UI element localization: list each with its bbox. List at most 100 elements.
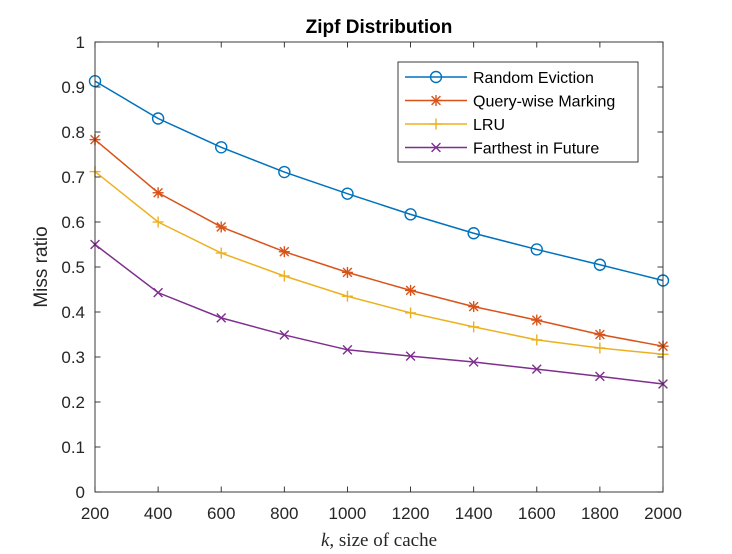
y-tick-label-8: 0.8 bbox=[61, 123, 85, 142]
point-farthest-in-future-1400-d2 bbox=[468, 357, 479, 367]
x-axis-label-variable: k bbox=[321, 530, 330, 551]
x-tick-label-800: 800 bbox=[270, 504, 298, 523]
point-farthest-in-future-1200-d2 bbox=[405, 351, 416, 361]
x-tick-label-200: 200 bbox=[81, 504, 109, 523]
point-random-eviction-1200-shape bbox=[404, 208, 417, 221]
point-lru-1600 bbox=[531, 334, 543, 346]
x-axis-label: k, size of cache bbox=[321, 530, 437, 551]
point-random-eviction-400 bbox=[151, 112, 165, 125]
point-query-wise-marking-400-d2 bbox=[153, 187, 164, 198]
legend-marker-farthest-in-future bbox=[431, 142, 441, 153]
x-tick-label-2000: 2000 bbox=[644, 504, 682, 523]
x-tick-label-1200: 1200 bbox=[392, 504, 430, 523]
point-query-wise-marking-1400 bbox=[468, 301, 480, 313]
ticks-layer: 200 400 600 800 1000 1200 1400 1600 1800 2000 0 0.1… bbox=[61, 33, 682, 523]
chart-title: Zipf Distribution bbox=[306, 17, 453, 38]
point-farthest-in-future-600 bbox=[216, 312, 227, 323]
legend-entry-farthest-in-future: Farthest in Future bbox=[405, 141, 599, 158]
point-lru-1800 bbox=[594, 342, 606, 354]
point-farthest-in-future-1800 bbox=[594, 371, 605, 382]
point-farthest-in-future-1600 bbox=[531, 364, 542, 375]
series-farthest-in-future bbox=[90, 239, 668, 389]
point-query-wise-marking-1200-d2 bbox=[405, 285, 416, 296]
point-farthest-in-future-1600-d2 bbox=[531, 364, 542, 375]
point-random-eviction-1600 bbox=[530, 243, 543, 256]
y-tick-label-3: 0.3 bbox=[61, 348, 85, 367]
point-query-wise-marking-1600-d2 bbox=[531, 315, 542, 325]
legend-marker-farthest-in-future-d2 bbox=[431, 142, 441, 153]
y-tick-label-9: 0.9 bbox=[61, 78, 85, 97]
legend-label-lru: LRU bbox=[473, 117, 505, 134]
point-query-wise-marking-800-d2 bbox=[279, 246, 290, 257]
point-query-wise-marking-1800 bbox=[594, 329, 606, 340]
point-lru-400 bbox=[152, 216, 164, 228]
y-tick-label-6: 0.6 bbox=[61, 213, 85, 232]
point-lru-1400 bbox=[468, 321, 480, 333]
point-random-eviction-400-shape bbox=[151, 112, 165, 125]
legend-marker-random-eviction-shape bbox=[429, 70, 443, 84]
point-query-wise-marking-600-d2 bbox=[216, 222, 227, 232]
y-tick-label-5: 0.5 bbox=[61, 258, 85, 277]
point-random-eviction-1600-shape bbox=[530, 243, 543, 256]
y-tick-label-4: 0.4 bbox=[61, 303, 85, 322]
series-random-eviction bbox=[88, 74, 670, 287]
x-tick-label-400: 400 bbox=[144, 504, 172, 523]
series-line-random-eviction bbox=[94, 80, 664, 282]
x-tick-label-600: 600 bbox=[207, 504, 235, 523]
series-line-farthest-in-future bbox=[94, 243, 664, 385]
point-query-wise-marking-1800-d2 bbox=[594, 329, 605, 340]
point-random-eviction-1000 bbox=[341, 187, 354, 200]
point-farthest-in-future-1200 bbox=[405, 351, 416, 361]
legend-marker-random-eviction bbox=[429, 70, 443, 84]
point-lru-600 bbox=[215, 247, 227, 259]
point-query-wise-marking-1200 bbox=[405, 284, 417, 296]
series-line-query-wise-marking bbox=[94, 139, 664, 347]
point-farthest-in-future-400 bbox=[153, 287, 164, 298]
point-random-eviction-600 bbox=[215, 141, 228, 154]
y-tick-label-10: 1 bbox=[76, 33, 85, 52]
point-lru-1000 bbox=[341, 290, 353, 302]
point-query-wise-marking-1400-d2 bbox=[468, 301, 479, 312]
series-line-lru bbox=[94, 171, 664, 356]
legend-marker-query-wise-marking bbox=[430, 95, 442, 106]
point-random-eviction-800-shape bbox=[278, 165, 291, 179]
point-farthest-in-future-800-d2 bbox=[279, 330, 290, 340]
point-farthest-in-future-1400 bbox=[468, 357, 479, 367]
point-random-eviction-1200 bbox=[404, 208, 417, 221]
y-tick-label-2: 0.2 bbox=[61, 393, 85, 412]
point-farthest-in-future-1800-d2 bbox=[594, 371, 605, 382]
legend: Random Eviction Query-wise Marking LRU Fart… bbox=[397, 61, 639, 163]
legend-entry-lru: LRU bbox=[405, 117, 505, 134]
legend-label-farthest-in-future: Farthest in Future bbox=[473, 141, 599, 158]
legend-label-random-eviction: Random Eviction bbox=[473, 70, 594, 87]
legend-marker-lru bbox=[430, 118, 442, 130]
legend-label-query-wise-marking: Query-wise Marking bbox=[473, 94, 615, 111]
x-tick-label-1800: 1800 bbox=[581, 504, 619, 523]
point-random-eviction-1000-shape bbox=[341, 187, 354, 200]
point-query-wise-marking-1000-d2 bbox=[342, 267, 353, 278]
legend-marker-query-wise-marking-d2 bbox=[431, 95, 441, 106]
legend-entry-random-eviction: Random Eviction bbox=[405, 70, 594, 87]
y-tick-label-7: 0.7 bbox=[61, 168, 85, 187]
point-query-wise-marking-1000 bbox=[341, 266, 353, 278]
y-axis-label: Miss ratio bbox=[31, 226, 52, 307]
point-random-eviction-600-shape bbox=[215, 141, 228, 154]
point-farthest-in-future-1000-d2 bbox=[342, 344, 353, 355]
point-lru-1200 bbox=[405, 307, 417, 319]
point-query-wise-marking-800 bbox=[278, 246, 290, 258]
y-tick-label-0: 0 bbox=[76, 483, 85, 502]
x-tick-label-1400: 1400 bbox=[455, 504, 493, 523]
x-axis-label-text: , size of cache bbox=[329, 530, 437, 551]
point-lru-800 bbox=[278, 270, 290, 282]
point-query-wise-marking-600 bbox=[215, 221, 227, 233]
point-random-eviction-1400 bbox=[467, 227, 480, 240]
point-random-eviction-1400-shape bbox=[467, 227, 480, 240]
point-random-eviction-1800 bbox=[593, 258, 607, 271]
x-tick-label-1600: 1600 bbox=[518, 504, 556, 523]
x-tick-label-1000: 1000 bbox=[329, 504, 367, 523]
point-random-eviction-1800-shape bbox=[593, 258, 607, 271]
point-farthest-in-future-1000 bbox=[342, 344, 353, 355]
point-random-eviction-800 bbox=[278, 165, 291, 179]
point-farthest-in-future-400-d2 bbox=[153, 287, 164, 298]
